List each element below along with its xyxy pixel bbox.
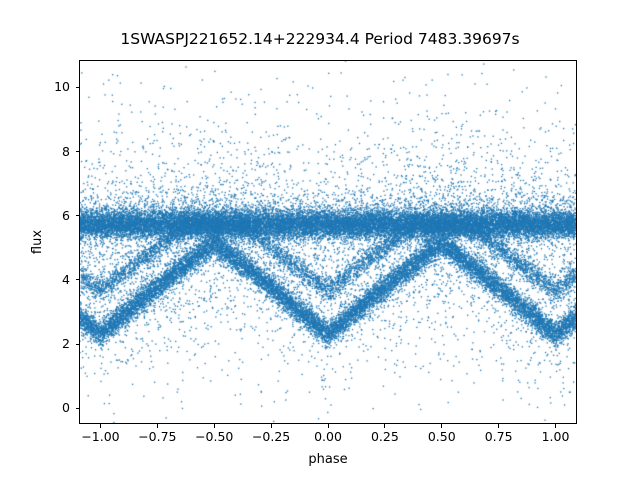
y-axis-label: flux xyxy=(30,229,45,255)
x-tick-label: 0.25 xyxy=(370,429,399,444)
x-tick-mark xyxy=(327,424,329,428)
x-tick-mark xyxy=(441,424,443,428)
y-tick-mark xyxy=(75,279,79,281)
x-tick-label: 0.75 xyxy=(484,429,513,444)
y-tick-label: 8 xyxy=(62,143,70,159)
x-tick-mark xyxy=(99,424,102,428)
x-tick-label: 1.00 xyxy=(541,429,570,444)
x-tick-mark xyxy=(156,424,158,428)
y-tick-mark xyxy=(75,343,79,345)
x-tick-mark xyxy=(384,424,386,428)
y-tick-label: 10 xyxy=(54,79,70,95)
x-tick-label: −0.25 xyxy=(251,429,291,444)
y-tick-mark xyxy=(75,407,79,409)
scatter-plot-canvas xyxy=(80,61,576,423)
plot-axes-area xyxy=(79,60,577,424)
y-tick-label: 4 xyxy=(62,271,70,287)
y-tick-label: 2 xyxy=(62,336,70,352)
x-tick-label: −0.50 xyxy=(195,429,234,444)
x-tick-label: 0.50 xyxy=(427,429,456,444)
x-tick-label: 0.00 xyxy=(314,429,342,444)
x-tick-mark xyxy=(555,424,557,428)
chart-title: 1SWASPJ221652.14+222934.4 Period 7483.39… xyxy=(120,30,520,48)
y-tick-mark xyxy=(75,215,79,217)
x-axis-label: phase xyxy=(308,452,348,467)
x-tick-label: −0.75 xyxy=(138,429,177,444)
x-tick-label: −1.00 xyxy=(81,429,120,444)
x-tick-mark xyxy=(498,424,500,428)
y-tick-label: 6 xyxy=(62,207,70,223)
y-tick-mark xyxy=(75,151,79,153)
x-tick-mark xyxy=(213,424,215,428)
y-tick-mark xyxy=(75,86,79,88)
x-tick-mark xyxy=(270,424,272,428)
y-tick-label: 0 xyxy=(62,400,70,416)
